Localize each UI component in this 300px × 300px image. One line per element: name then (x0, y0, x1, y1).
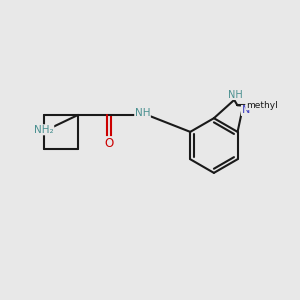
Text: N: N (242, 106, 250, 116)
Text: O: O (105, 137, 114, 150)
Text: NH: NH (228, 90, 243, 100)
Text: methyl: methyl (246, 100, 278, 109)
Text: NH₂: NH₂ (34, 125, 54, 135)
Text: NH: NH (135, 108, 150, 118)
